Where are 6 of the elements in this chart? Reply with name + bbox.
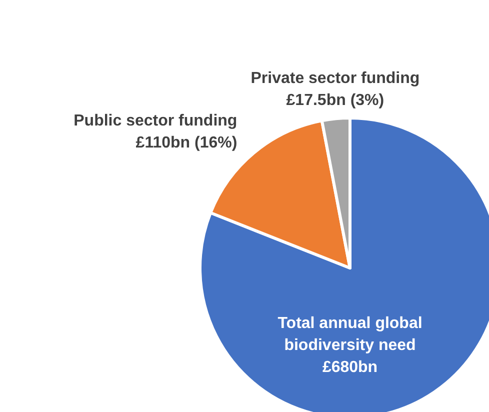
slice-label: Total annual global biodiversity need: [278, 315, 422, 354]
text: £680bn: [322, 359, 378, 376]
data-label: £17.5bn (3%): [286, 92, 384, 110]
slice-label: Private sector funding: [250, 70, 420, 88]
slice-label: Public sector funding: [74, 112, 238, 130]
data-label: £110bn (16%): [136, 134, 238, 152]
